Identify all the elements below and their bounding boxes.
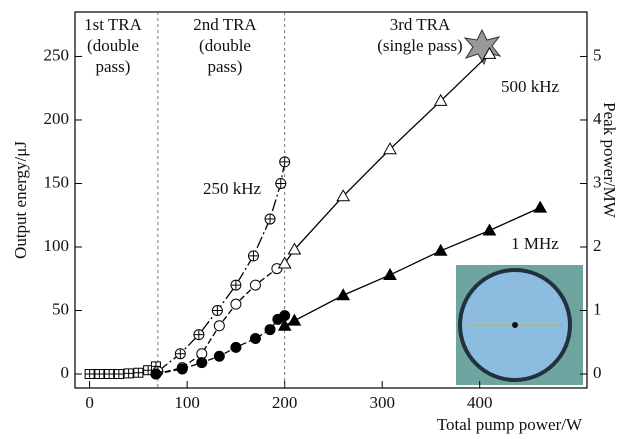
marker xyxy=(196,357,208,369)
marker-cross xyxy=(104,369,114,379)
marker xyxy=(287,242,302,255)
annotation: 3rd TRA xyxy=(390,15,451,34)
marker-cross xyxy=(124,368,134,378)
marker xyxy=(482,223,497,236)
star-marker xyxy=(463,28,502,66)
y2-tick-label: 5 xyxy=(593,45,602,64)
annotation: 1 MHz xyxy=(511,234,559,253)
y-axis-title: Output energy/μJ xyxy=(11,141,30,259)
series-line xyxy=(284,53,490,264)
annotation: pass) xyxy=(96,57,131,76)
marker xyxy=(230,341,242,353)
marker xyxy=(433,243,448,256)
marker-cross xyxy=(275,178,286,189)
series-line xyxy=(157,161,286,372)
marker xyxy=(383,142,397,155)
x-tick-label: 200 xyxy=(272,393,298,412)
x-tick-label: 100 xyxy=(174,393,200,412)
marker-cross xyxy=(85,369,95,379)
annotation: 250 kHz xyxy=(203,179,262,198)
y2-tick-label: 1 xyxy=(593,299,602,318)
y-tick-label: 200 xyxy=(44,109,70,128)
annotation: (single pass) xyxy=(377,36,462,55)
x-tick-label: 0 xyxy=(85,393,94,412)
marker-cross xyxy=(279,156,290,167)
marker-cross xyxy=(230,280,241,291)
annotation: 500 kHz xyxy=(501,77,560,96)
y-tick-label: 250 xyxy=(44,45,70,64)
marker xyxy=(533,200,548,213)
marker xyxy=(249,279,261,291)
marker xyxy=(249,332,261,344)
y2-axis-title: Peak power/MW xyxy=(600,102,619,219)
y-tick-label: 50 xyxy=(52,299,69,318)
annotation: pass) xyxy=(208,57,243,76)
marker-cross xyxy=(212,305,223,316)
annotation: (double xyxy=(199,36,251,55)
y2-tick-label: 0 xyxy=(593,363,602,382)
y2-tick-label: 2 xyxy=(593,236,602,255)
annotation: 1st TRA xyxy=(84,15,143,34)
marker xyxy=(264,324,276,336)
marker xyxy=(176,363,188,375)
marker-cross xyxy=(94,369,104,379)
marker xyxy=(336,288,351,301)
inset-center xyxy=(512,322,518,328)
marker-cross xyxy=(248,250,259,261)
y-tick-label: 100 xyxy=(44,236,70,255)
marker xyxy=(150,368,162,380)
marker xyxy=(287,313,302,326)
marker-cross xyxy=(175,348,186,359)
marker-cross xyxy=(133,368,143,378)
marker xyxy=(482,46,497,59)
marker-cross xyxy=(114,369,124,379)
x-axis-title: Total pump power/W xyxy=(437,415,583,434)
marker xyxy=(213,350,225,362)
y-tick-label: 150 xyxy=(44,172,70,191)
marker-cross xyxy=(193,329,204,340)
annotation: 2nd TRA xyxy=(193,15,257,34)
y2-tick-label: 3 xyxy=(593,172,602,191)
annotation: (double xyxy=(87,36,139,55)
x-tick-label: 300 xyxy=(369,393,395,412)
marker xyxy=(230,298,242,310)
marker xyxy=(213,320,225,332)
y-tick-label: 0 xyxy=(61,363,70,382)
x-tick-label: 400 xyxy=(467,393,493,412)
marker xyxy=(277,318,292,331)
marker-cross xyxy=(265,214,276,225)
marker xyxy=(383,267,397,280)
y2-tick-label: 4 xyxy=(593,109,602,128)
marker xyxy=(433,93,448,106)
marker xyxy=(277,256,292,269)
marker xyxy=(336,189,351,202)
plot-frame xyxy=(74,11,588,389)
